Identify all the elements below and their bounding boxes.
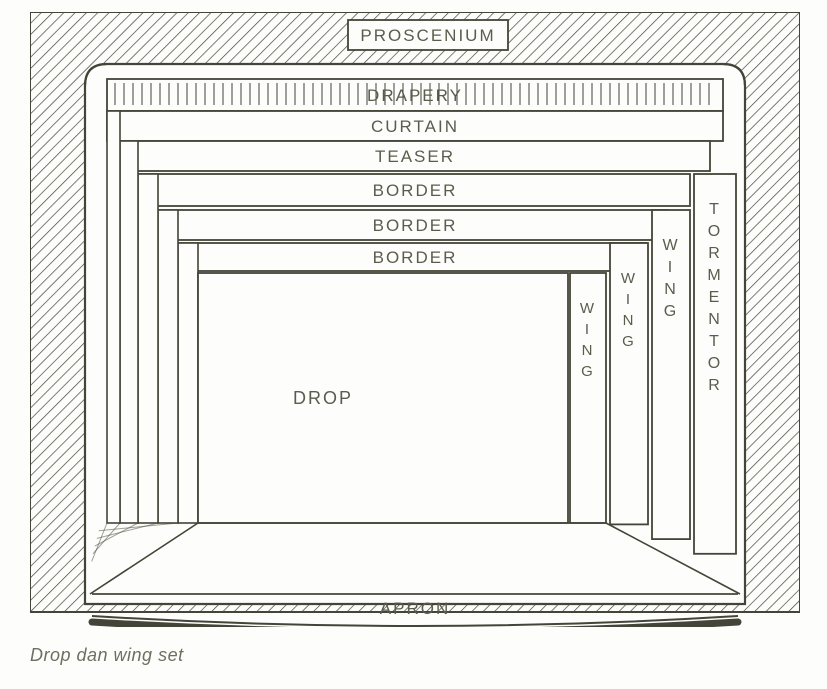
svg-text:R: R xyxy=(708,377,722,394)
diagram-caption: Drop dan wing set xyxy=(30,645,184,666)
svg-text:DROP: DROP xyxy=(293,388,353,408)
svg-text:G: G xyxy=(581,363,595,380)
stage-diagram: PROSCENIUM DRAPERY CURTAIN TEASER BORDER BORD… xyxy=(30,12,800,627)
svg-text:I: I xyxy=(585,321,591,338)
svg-text:BORDER: BORDER xyxy=(373,181,458,200)
svg-text:T: T xyxy=(709,201,721,218)
svg-text:DRAPERY: DRAPERY xyxy=(367,86,463,105)
svg-text:N: N xyxy=(708,311,722,328)
svg-text:N: N xyxy=(664,281,678,298)
svg-text:N: N xyxy=(582,342,595,359)
svg-text:PROSCENIUM: PROSCENIUM xyxy=(360,26,495,45)
svg-text:W: W xyxy=(580,300,596,317)
svg-text:I: I xyxy=(626,291,632,308)
svg-text:M: M xyxy=(707,267,722,284)
svg-text:G: G xyxy=(622,333,636,350)
svg-text:CURTAIN: CURTAIN xyxy=(371,117,459,136)
svg-text:O: O xyxy=(708,223,722,240)
svg-text:I: I xyxy=(668,259,674,276)
svg-text:TEASER: TEASER xyxy=(375,147,455,166)
svg-text:E: E xyxy=(709,289,722,306)
svg-text:W: W xyxy=(621,270,637,287)
svg-text:APRON: APRON xyxy=(380,599,450,618)
svg-text:BORDER: BORDER xyxy=(373,216,458,235)
svg-text:R: R xyxy=(708,245,722,262)
svg-text:G: G xyxy=(664,303,678,320)
svg-text:N: N xyxy=(623,312,636,329)
svg-text:T: T xyxy=(709,333,721,350)
svg-text:O: O xyxy=(708,355,722,372)
svg-text:BORDER: BORDER xyxy=(373,248,458,267)
svg-text:W: W xyxy=(662,237,679,254)
